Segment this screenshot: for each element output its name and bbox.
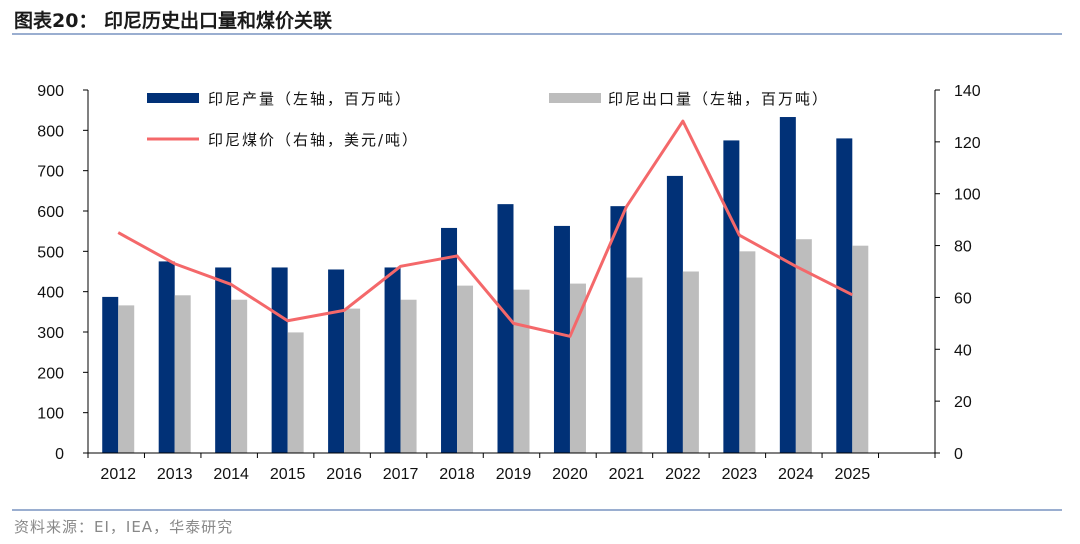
x-tick-label-2020: 2020 <box>552 466 588 483</box>
x-tick-label-2018: 2018 <box>439 466 475 483</box>
left-tick-label: 300 <box>37 325 64 342</box>
bar-export-2013 <box>174 295 191 453</box>
left-tick-label: 800 <box>37 123 64 140</box>
right-tick-label: 140 <box>954 83 981 100</box>
legend-swatch-export <box>549 93 601 103</box>
bar-production-2013 <box>158 261 175 453</box>
left-tick-label: 100 <box>37 406 64 423</box>
title-divider <box>12 33 1062 35</box>
chart-area: 0 100 200 300 400 500 600 700 800 900 0 20 40 60 80 10… <box>37 83 981 483</box>
x-tick-label-2023: 2023 <box>722 466 758 483</box>
right-tick-label: 40 <box>954 342 972 359</box>
legend-label-production: 印尼产量（左轴，百万吨） <box>208 90 412 108</box>
figure-title: 图表20： 印尼历史出口量和煤价关联 <box>14 10 333 32</box>
bar-export-2025 <box>852 245 869 453</box>
x-tick-label-2013: 2013 <box>157 466 193 483</box>
bar-production-2020 <box>553 225 570 453</box>
right-tick-label: 100 <box>954 187 981 204</box>
x-tick-label-2016: 2016 <box>326 466 362 483</box>
bar-export-2024 <box>795 239 812 453</box>
x-tick-label-2024: 2024 <box>778 466 814 483</box>
x-tick-label-2025: 2025 <box>835 466 871 483</box>
bar-production-2018 <box>441 227 458 453</box>
left-tick-label: 600 <box>37 204 64 221</box>
right-tick-label: 120 <box>954 135 981 152</box>
x-tick-label-2015: 2015 <box>270 466 306 483</box>
left-axis-ticks: 0 100 200 300 400 500 600 700 800 900 <box>37 83 88 463</box>
bar-export-2023 <box>739 251 756 453</box>
bar-production-2024 <box>779 117 796 454</box>
bar-export-2020 <box>569 283 586 453</box>
left-tick-label: 0 <box>55 446 64 463</box>
bar-production-2017 <box>384 267 401 453</box>
legend-swatch-production <box>147 93 199 103</box>
bar-production-2025 <box>836 138 853 453</box>
right-tick-label: 0 <box>954 446 963 463</box>
legend-label-price: 印尼煤价（右轴，美元/吨） <box>208 131 419 149</box>
left-tick-label: 900 <box>37 83 64 100</box>
axes <box>87 90 936 454</box>
bar-production-2022 <box>666 175 683 453</box>
bar-production-2012 <box>102 296 119 453</box>
bar-production-2016 <box>328 269 345 453</box>
bar-export-2021 <box>626 277 643 453</box>
right-tick-label: 80 <box>954 239 972 256</box>
bar-export-2017 <box>400 299 417 453</box>
right-tick-label: 20 <box>954 394 972 411</box>
bar-production-2023 <box>723 140 740 453</box>
x-tick-label-2014: 2014 <box>213 466 249 483</box>
legend-label-export: 印尼出口量（左轴，百万吨） <box>608 90 829 108</box>
x-axis-ticks: 2012 2013 2014 2015 2016 2017 2018 2019 2020 2021… <box>87 453 936 483</box>
left-tick-label: 500 <box>37 244 64 261</box>
source-note: 资料来源：EI，IEA，华泰研究 <box>14 518 234 536</box>
bar-production-2019 <box>497 204 514 453</box>
x-tick-label-2017: 2017 <box>383 466 419 483</box>
left-tick-label: 700 <box>37 164 64 181</box>
x-tick-label-2021: 2021 <box>609 466 645 483</box>
bar-export-2019 <box>513 289 530 453</box>
bar-production-2021 <box>610 206 627 453</box>
bar-export-2022 <box>682 271 699 453</box>
bar-export-2015 <box>287 332 304 453</box>
bar-export-2012 <box>118 305 135 453</box>
x-tick-label-2012: 2012 <box>100 466 136 483</box>
bar-production-2014 <box>215 267 232 453</box>
production-bars <box>102 117 853 454</box>
bar-export-2016 <box>344 308 361 453</box>
x-tick-label-2019: 2019 <box>496 466 532 483</box>
bar-export-2014 <box>231 299 248 453</box>
left-tick-label: 400 <box>37 285 64 302</box>
export-bars <box>118 239 869 453</box>
legend: 印尼产量（左轴，百万吨） 印尼出口量（左轴，百万吨） 印尼煤价（右轴，美元/吨） <box>147 90 829 149</box>
bar-export-2018 <box>457 285 474 453</box>
price-line <box>117 119 853 338</box>
x-tick-label-2022: 2022 <box>665 466 701 483</box>
left-tick-label: 200 <box>37 365 64 382</box>
right-axis-ticks: 0 20 40 60 80 100 120 140 <box>935 83 981 463</box>
right-tick-label: 60 <box>954 290 972 307</box>
price-line-group <box>117 119 853 338</box>
source-divider <box>12 509 1062 511</box>
bar-production-2015 <box>271 267 288 453</box>
